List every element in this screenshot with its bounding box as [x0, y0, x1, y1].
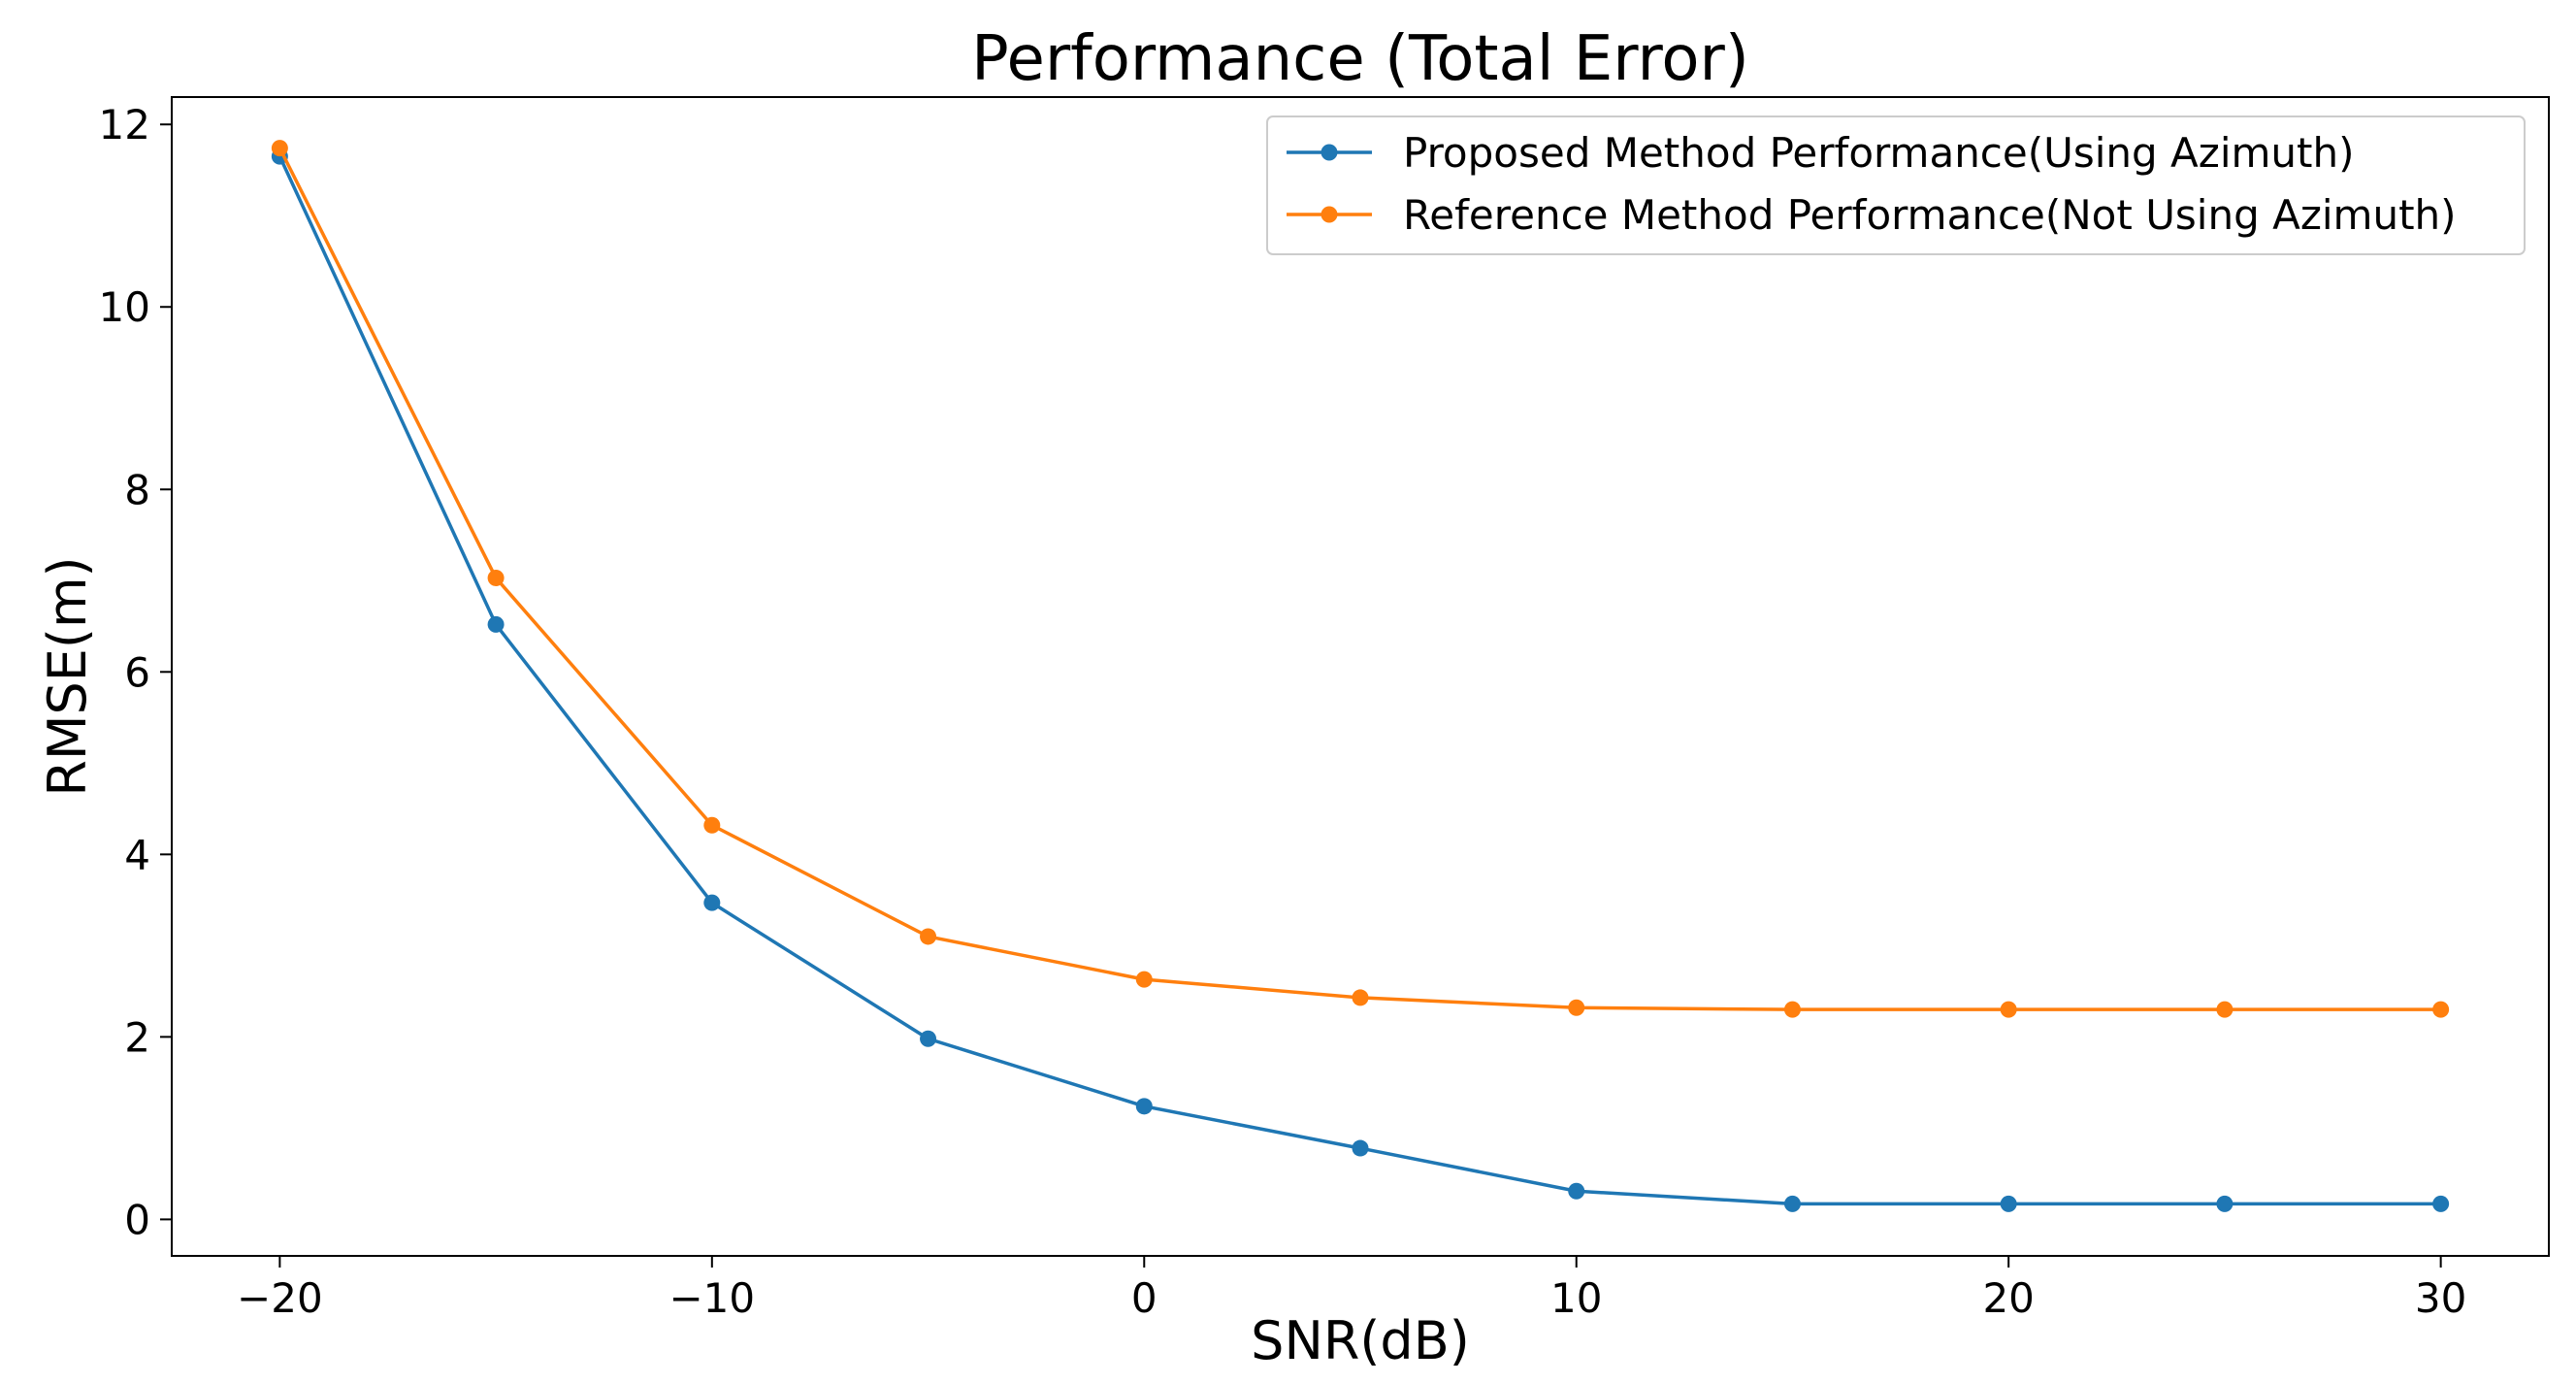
series-2-point	[1352, 989, 1369, 1006]
chart-title: Performance (Total Error)	[971, 23, 1749, 95]
legend-marker-2	[1321, 206, 1338, 223]
legend: Proposed Method Performance(Using Azimut…	[1266, 115, 2526, 255]
series-line-2	[277, 147, 2441, 1011]
legend-box	[1266, 115, 2526, 255]
x-tick-label: −20	[237, 1274, 323, 1322]
series-1-point	[2000, 1195, 2017, 1212]
series-1-point	[703, 894, 721, 911]
x-tick-label: 10	[1550, 1274, 1602, 1322]
series-1-point	[1135, 1098, 1153, 1115]
x-tick-label: 30	[2415, 1274, 2466, 1322]
series-2-point	[1135, 971, 1153, 988]
series-2-point	[1783, 1001, 1801, 1018]
series-2-point	[920, 928, 937, 945]
series-1-point	[1783, 1195, 1801, 1212]
x-axis-label: SNR(dB)	[1251, 1310, 1470, 1371]
series-2-point	[2000, 1001, 2017, 1018]
series-2-point	[2432, 1001, 2450, 1018]
legend-label-1: Proposed Method Performance(Using Azimut…	[1403, 129, 2355, 177]
series-2-point	[703, 816, 721, 834]
y-tick-label: 4	[124, 831, 150, 878]
series-1-point	[1352, 1139, 1369, 1157]
y-tick-label: 2	[124, 1013, 150, 1061]
y-tick-label: 0	[124, 1196, 150, 1243]
legend-marker-1	[1321, 144, 1338, 161]
plot-frame	[171, 96, 2550, 1257]
plot-area: −20 −10 0 10 20 30 0 2 4 6 8 10 12	[99, 96, 2550, 1322]
x-tick-label: 20	[1982, 1274, 2034, 1322]
legend-label-2: Reference Method Performance(Not Using A…	[1403, 191, 2457, 239]
y-tick-label: 10	[99, 283, 150, 331]
x-tick-label: −10	[668, 1274, 755, 1322]
series-2-point	[271, 140, 288, 157]
x-tick-label: 0	[1131, 1274, 1158, 1322]
series-1-point	[2432, 1195, 2450, 1212]
series-1-point	[487, 615, 505, 633]
series-line-1	[277, 155, 2441, 1206]
y-tick-label: 6	[124, 648, 150, 696]
series-1-point	[1568, 1182, 1585, 1200]
y-tick-label: 12	[99, 101, 150, 148]
series-2-point	[487, 569, 505, 586]
y-tick-label: 8	[124, 466, 150, 513]
series-1-point	[920, 1030, 937, 1047]
series-1-point	[2216, 1195, 2234, 1212]
series-2-point	[1568, 999, 1585, 1016]
series-2-point	[2216, 1001, 2234, 1018]
y-axis-label: RMSE(m)	[37, 556, 98, 796]
